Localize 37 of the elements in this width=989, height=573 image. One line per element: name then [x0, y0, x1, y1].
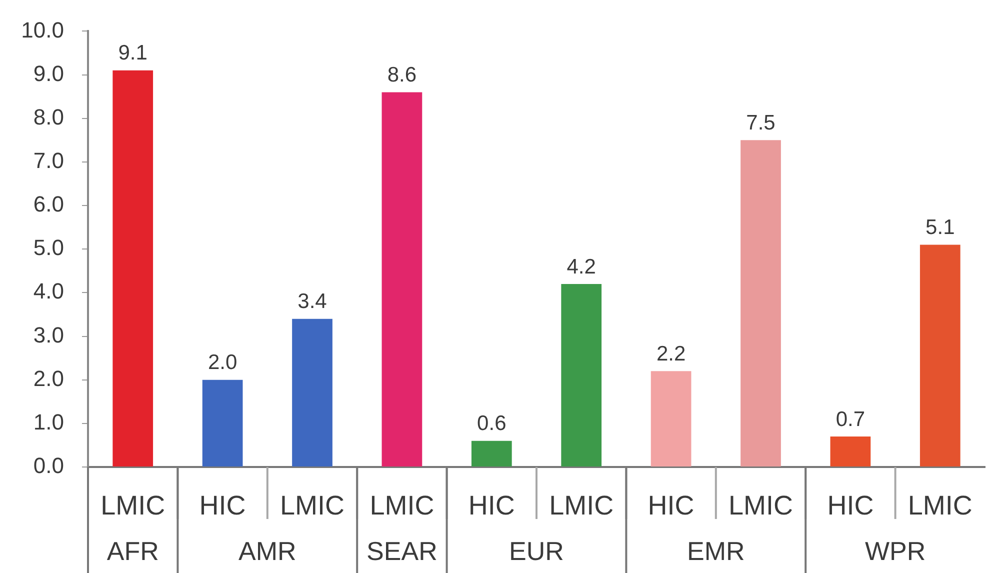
y-tick-label: 6.0 [33, 192, 64, 217]
data-label: 7.5 [746, 111, 776, 134]
x-tick-label: LMIC [100, 490, 166, 521]
x-tick-label: HIC [199, 490, 246, 521]
x-tick-label: LMIC [908, 490, 972, 521]
y-tick-label: 2.0 [33, 366, 64, 391]
x-tick-label: LMIC [370, 490, 434, 521]
x-tick-label: HIC [468, 490, 515, 521]
data-label: 2.2 [656, 342, 686, 366]
y-tick-label: 7.0 [33, 148, 64, 174]
data-label: 2.0 [208, 351, 238, 374]
y-tick-label: 3.0 [33, 322, 64, 348]
text: SEAR [366, 536, 438, 566]
y-tick-label: 8.0 [33, 104, 64, 130]
y-tick-label: 9.0 [33, 60, 64, 86]
data-label: 9.1 [118, 42, 148, 65]
text: WPR [864, 536, 926, 566]
data-label: 8.6 [387, 64, 417, 87]
y-tick-label: 1.0 [33, 409, 64, 434]
x-tick-label: HIC [827, 490, 874, 521]
x-tick-label: HIC [648, 490, 694, 521]
y-tick-label: 0.0 [33, 453, 64, 478]
data-label: 3.4 [298, 290, 328, 314]
x-tick-label: LMIC [280, 490, 345, 521]
data-label: 0.7 [836, 408, 866, 431]
text: AMR [238, 536, 296, 566]
text: EUR [509, 536, 564, 566]
y-tick-label: 5.0 [33, 235, 64, 260]
y-tick-label: 4.0 [33, 278, 64, 304]
y-tick-label: 10.0 [21, 17, 64, 42]
data-label: 5.1 [926, 216, 955, 240]
text: EMR [687, 536, 745, 566]
data-label: 0.6 [477, 412, 506, 436]
x-tick-label: LMIC [728, 490, 794, 521]
x-tick-label: LMIC [549, 490, 614, 521]
text: AFR [106, 536, 159, 566]
data-label: 4.2 [566, 255, 596, 278]
